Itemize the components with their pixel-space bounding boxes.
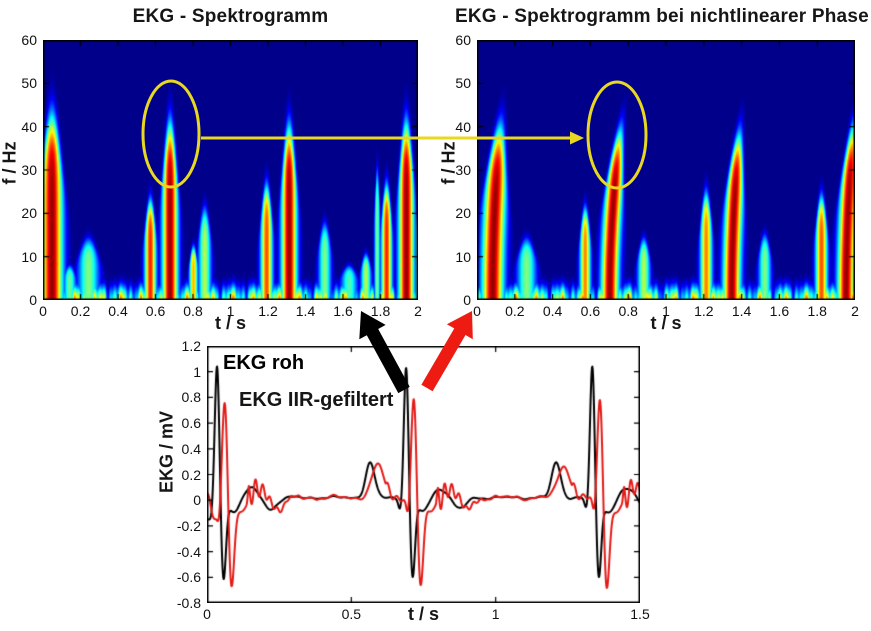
- ekg-time-series-x-tick-label: 1.5: [630, 606, 650, 622]
- spectrogram-left-x-tick-label: 1: [226, 303, 235, 319]
- spectrogram-left-x-tick-label: 1.8: [370, 303, 391, 319]
- spectrogram-right-y-tick-label: 20: [455, 205, 471, 222]
- spectrogram-right-y-tick-label: 30: [455, 162, 471, 178]
- spectrogram-left-xlabel: t / s: [214, 313, 246, 333]
- ekg-time-series-y-tick-label: -0.4: [176, 543, 201, 560]
- ekg-time-series-y-tick-label: 0.2: [181, 466, 201, 483]
- ekg-time-series-x-tick-label: 1: [491, 606, 500, 622]
- spectrogram-left-x-tick-label: 0.6: [145, 303, 166, 319]
- spectrogram-left-y-tick-label: 50: [21, 75, 37, 92]
- spectrogram-right-x-tick-label: 0: [473, 303, 481, 319]
- spectrogram-left-y-tick-label: 0: [29, 292, 37, 308]
- spectrogram-right-y-tick-label: 40: [455, 118, 471, 135]
- legend-ekg-iir-gefiltert: EKG IIR-gefiltert: [239, 389, 394, 411]
- ekg-time-series-y-tick-label: -0.6: [176, 569, 201, 586]
- spectrogram-left-x-tick-label: 0.8: [183, 303, 203, 319]
- spectrogram-right-x-tick-label: 0.6: [580, 303, 601, 319]
- spectrogram-left-x-tick-label: 0: [39, 303, 47, 319]
- spectrogram-right-heatmap: [477, 40, 855, 300]
- spectrogram-right-x-tick-label: 1.6: [769, 303, 790, 319]
- ekg-line-plot: [207, 346, 640, 603]
- spectrogram-right-x-tick-label: 0.8: [618, 303, 638, 319]
- spectrogram-left-x-tick-label: 1.4: [295, 303, 316, 319]
- spectrogram-right-y-tick-label: 60: [455, 32, 471, 48]
- spectrogram-right-y-tick-label: 0: [463, 292, 471, 308]
- spectrogram-right-x-tick-label: 0.4: [542, 303, 563, 319]
- spectrogram-left-title: EKG - Spektrogramm: [132, 6, 329, 27]
- spectrogram-left-x-tick-label: 1.2: [258, 303, 278, 319]
- spectrogram-left-x-tick-label: 0.2: [70, 303, 91, 319]
- ekg-xlabel: t / s: [407, 604, 439, 624]
- ekg-time-series-x-tick-label: 0.5: [341, 606, 362, 622]
- ekg-time-series-y-tick-label: -0.8: [176, 595, 201, 611]
- spectrogram-left-ylabel: f / Hz: [0, 141, 20, 185]
- ekg-time-series-y-tick-label: 0.6: [181, 415, 201, 432]
- spectrogram-left-y-tick-label: 60: [21, 32, 37, 48]
- legend-ekg-roh: EKG roh: [223, 352, 305, 374]
- ekg-time-series-y-tick-label: 0: [193, 492, 201, 509]
- ekg-time-series-x-tick-label: 0: [203, 606, 211, 622]
- spectrogram-right-x-tick-label: 1.2: [694, 303, 714, 319]
- ekg-time-series-y-tick-label: -0.2: [176, 517, 201, 534]
- ekg-ylabel: EKG / mV: [156, 410, 177, 494]
- spectrogram-right-xlabel: t / s: [650, 313, 682, 333]
- spectrogram-left-x-tick-label: 2: [414, 303, 422, 319]
- spectrogram-left-y-tick-label: 20: [21, 205, 37, 222]
- spectrogram-right-x-tick-label: 0.2: [505, 303, 525, 319]
- spectrogram-right-title: EKG - Spektrogramm bei nichtlinearer Pha…: [455, 6, 869, 27]
- ekg-time-series-y-tick-label: 1: [193, 363, 201, 380]
- spectrogram-left-y-tick-label: 10: [21, 248, 37, 265]
- spectrogram-right-x-tick-label: 1.4: [731, 303, 752, 319]
- spectrogram-right-x-tick-label: 1.8: [807, 303, 827, 319]
- spectrogram-left-y-tick-label: 30: [21, 162, 37, 178]
- spectrogram-left-x-tick-label: 0.4: [108, 303, 128, 319]
- ekg-time-series-y-tick-label: 0.4: [181, 440, 201, 457]
- spectrogram-left-y-tick-label: 40: [21, 118, 37, 135]
- spectrogram-right-y-tick-label: 10: [455, 248, 471, 265]
- spectrogram-right-x-tick-label: 2: [851, 303, 859, 319]
- spectrogram-right-x-tick-label: 1: [662, 303, 670, 319]
- spectrogram-left-heatmap: [43, 40, 418, 300]
- spectrogram-left-x-tick-label: 1.6: [333, 303, 353, 319]
- ekg-time-series-y-tick-label: 0.8: [181, 389, 201, 406]
- spectrogram-right-y-tick-label: 50: [455, 75, 471, 92]
- ekg-time-series-y-tick-label: 1.2: [181, 338, 201, 354]
